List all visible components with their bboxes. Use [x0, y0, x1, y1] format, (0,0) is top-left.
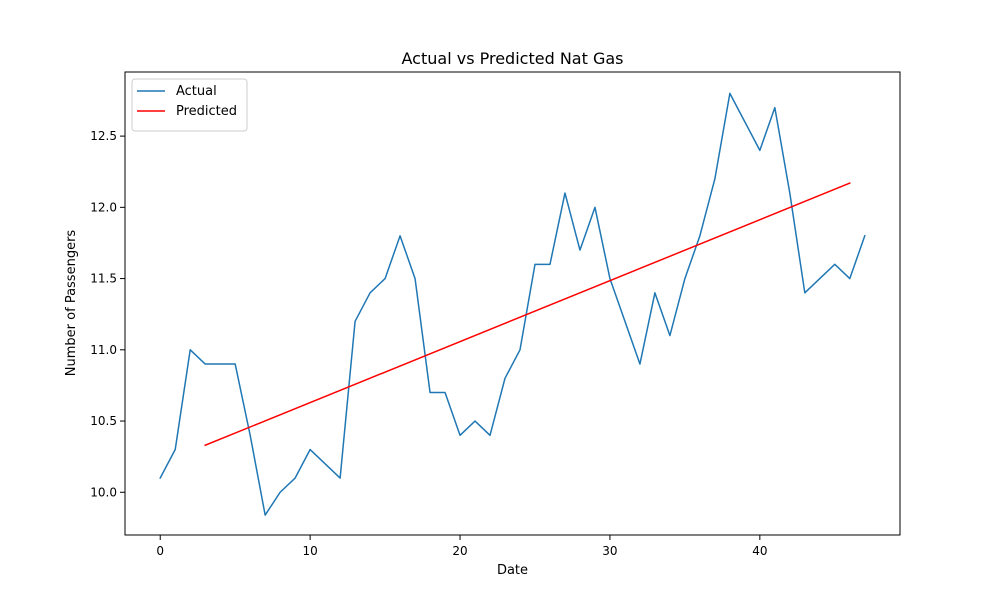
- series-lines: [159, 92, 866, 516]
- legend: Actual Predicted: [131, 78, 248, 132]
- y-tick-label: 11.0: [90, 343, 117, 357]
- y-axis-label: Number of Passengers: [64, 230, 79, 377]
- legend-box: [131, 78, 248, 132]
- chart-title: Actual vs Predicted Nat Gas: [402, 49, 624, 68]
- x-tick-label: 30: [602, 544, 617, 558]
- y-tick-label: 10.0: [90, 485, 117, 499]
- series-line-actual: [159, 92, 866, 516]
- y-axis-ticks: 10.0 10.5 11.0 11.5 12.0 12.5: [90, 129, 125, 499]
- y-tick-label: 12.5: [90, 129, 117, 143]
- legend-label-actual: Actual: [176, 84, 217, 99]
- series-line-predicted: [204, 182, 851, 447]
- x-tick-label: 20: [452, 544, 467, 558]
- plot-area-frame: [124, 71, 901, 536]
- x-tick-label: 0: [156, 544, 164, 558]
- x-axis-label: Date: [497, 563, 528, 578]
- legend-label-predicted: Predicted: [176, 104, 237, 119]
- x-tick-label: 10: [302, 544, 317, 558]
- x-tick-label: 40: [752, 544, 767, 558]
- y-tick-label: 11.5: [90, 272, 117, 286]
- y-tick-label: 12.0: [90, 200, 117, 214]
- y-tick-label: 10.5: [90, 414, 117, 428]
- x-axis-ticks: 0 10 20 30 40: [156, 535, 767, 558]
